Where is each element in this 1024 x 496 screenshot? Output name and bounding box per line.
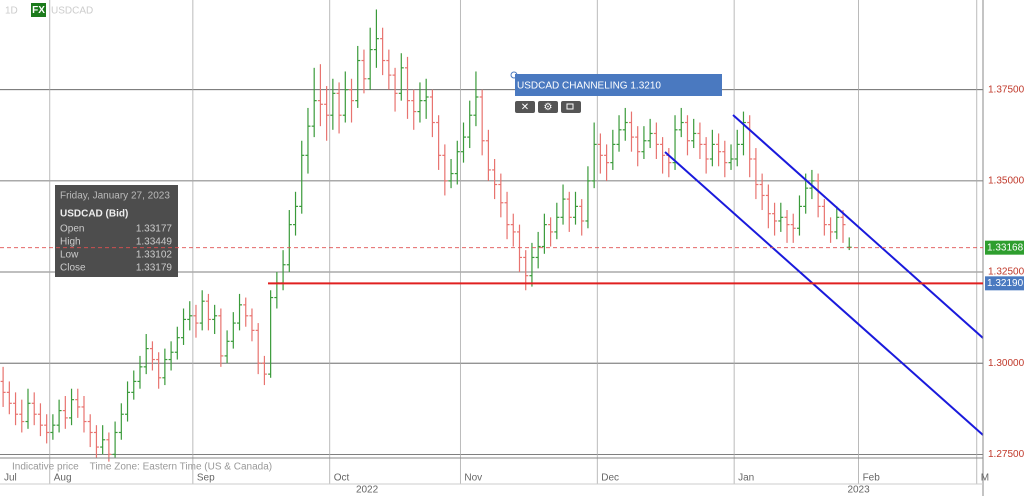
tooltip-key: Open: [60, 224, 84, 235]
channel-upper: [732, 114, 984, 339]
last-price-label: 1.33168: [987, 242, 1024, 253]
tooltip-value: 1.33177: [136, 224, 173, 235]
tooltip-key: Low: [60, 250, 79, 261]
annotation-box: [515, 74, 722, 96]
x-tick-label: Aug: [54, 473, 72, 484]
level-label: 1.32190: [987, 278, 1024, 289]
tooltip-value: 1.33102: [136, 250, 173, 261]
settings-icon[interactable]: ⚙: [544, 102, 553, 113]
x-tick-label: M: [981, 473, 989, 484]
copy-button[interactable]: [561, 101, 581, 113]
y-tick-label: 1.37500: [988, 84, 1024, 95]
tooltip-box: [55, 185, 178, 277]
y-tick-label: 1.35000: [988, 176, 1024, 187]
x-tick-label: Feb: [863, 473, 881, 484]
x-tick-label: Dec: [601, 473, 619, 484]
year-label: 2023: [847, 485, 870, 496]
fx-badge: [31, 3, 46, 17]
settings-button[interactable]: [538, 101, 558, 113]
tooltip: Friday, January 27, 2023 USDCAD (Bid) Op…: [55, 185, 178, 277]
close-button[interactable]: [515, 101, 535, 113]
level-box: [985, 276, 1024, 291]
y-tick-label: 1.32500: [988, 267, 1024, 278]
fx-badge-text: FX: [32, 5, 45, 16]
copy-icon[interactable]: [566, 103, 574, 110]
tooltip-key: High: [60, 237, 81, 248]
tooltip-rows: Open 1.33177 High 1.33449 Low 1.33102 Close 1.3…: [60, 224, 172, 274]
tooltip-value: 1.33179: [136, 263, 173, 274]
x-tick-label: Nov: [464, 473, 482, 484]
x-tick-label: Oct: [334, 473, 350, 484]
channel-lower: [664, 151, 984, 436]
y-tick-label: 1.30000: [988, 358, 1024, 369]
tooltip-key: Close: [60, 263, 86, 274]
symbol: USDCAD: [51, 6, 93, 17]
tooltip-value: 1.33449: [136, 237, 173, 248]
y-tick-label: 1.27500: [988, 449, 1024, 460]
footer: Indicative price Time Zone: Eastern Time…: [12, 462, 272, 473]
tooltip-date: Friday, January 27, 2023: [60, 191, 170, 202]
year-label: 2022: [356, 485, 379, 496]
x-tick-label: Jan: [738, 473, 754, 484]
annotation: USDCAD CHANNELING 1.3210: [517, 81, 661, 92]
tooltip-title: USDCAD (Bid): [60, 209, 128, 220]
x-tick-label: Jul: [4, 473, 17, 484]
x-tick-label: Sep: [197, 473, 215, 484]
close-icon[interactable]: ✕: [521, 102, 529, 113]
interval: 1D: [5, 6, 18, 17]
bars: [0, 9, 852, 462]
last-price-box: [985, 240, 1024, 255]
